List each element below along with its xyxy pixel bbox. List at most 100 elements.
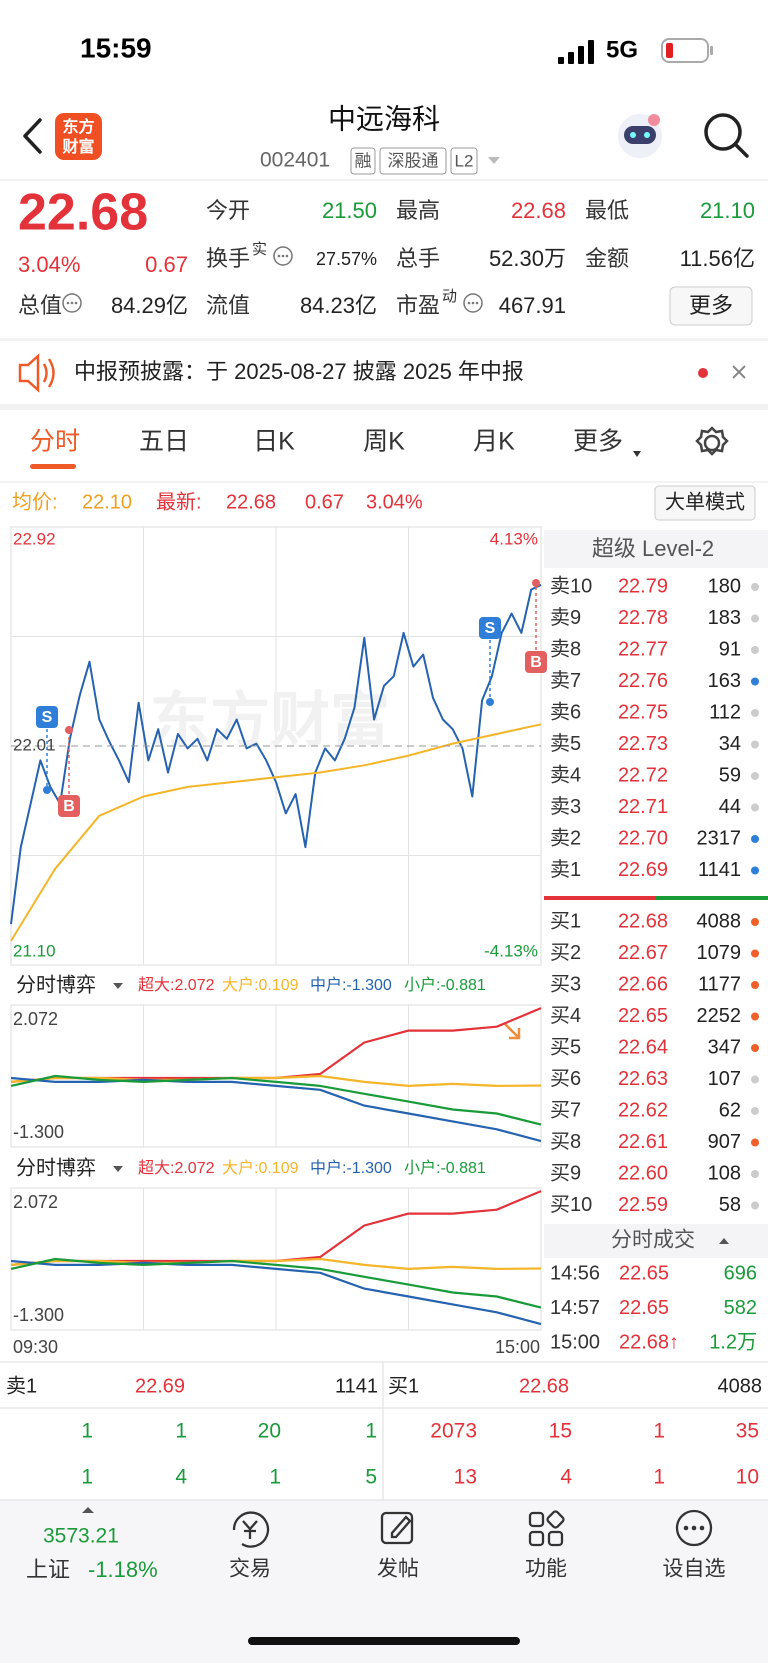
bid-dot — [751, 981, 759, 989]
bid-dot — [751, 1044, 759, 1052]
speaker-icon — [18, 353, 55, 393]
legend-entry: 大户:0.109 — [222, 976, 299, 994]
stat-label: 金额 — [585, 246, 629, 271]
bid-dot — [751, 949, 759, 958]
stat-value: 467.91 — [499, 293, 566, 318]
queue-cell: 1 — [365, 1420, 377, 1443]
tab[interactable]: 分时 — [30, 428, 80, 456]
bid-label: 买9 — [550, 1162, 581, 1184]
queue-cell: 2073 — [430, 1420, 477, 1443]
ask-dot — [751, 614, 759, 623]
tab[interactable]: 周K — [363, 428, 405, 456]
expand-icon[interactable] — [504, 1023, 521, 1040]
trade-volume: 1.2万 — [709, 1331, 757, 1353]
ask-volume: 34 — [719, 733, 741, 755]
index-name[interactable]: 上证 — [26, 1557, 70, 1582]
avg-label: 均价: — [12, 490, 58, 513]
marker-dot — [486, 698, 494, 706]
divider — [0, 404, 768, 410]
tab-bar-item[interactable]: 交易 — [229, 1558, 271, 1581]
tab[interactable]: 更多 — [573, 428, 623, 456]
legend-entry: 小户:-0.881 — [404, 1159, 486, 1177]
dropdown-arrow[interactable] — [113, 1166, 123, 1172]
bid-price: 22.59 — [618, 1194, 668, 1216]
y-tick-label: -1.300 — [13, 1305, 64, 1325]
tab[interactable]: 月K — [473, 428, 515, 456]
divider — [0, 338, 768, 341]
tab-bar-item[interactable]: 发帖 — [377, 1558, 419, 1581]
ask-volume: 59 — [719, 764, 741, 786]
big-order-label[interactable]: 大单模式 — [665, 490, 745, 513]
tab-bar-item[interactable]: 功能 — [525, 1558, 567, 1581]
bid-price: 22.61 — [618, 1131, 668, 1153]
bid-dot — [751, 1201, 759, 1210]
tab[interactable]: 五日 — [139, 428, 189, 456]
ask-volume: 163 — [708, 670, 741, 692]
trade-price: 22.68↑ — [619, 1331, 679, 1353]
trade-volume: 582 — [724, 1297, 757, 1319]
more-button-label[interactable]: 更多 — [689, 293, 733, 318]
bid-price: 22.62 — [618, 1099, 668, 1121]
back-button[interactable] — [23, 118, 42, 154]
queue-cell: 4 — [560, 1466, 572, 1489]
status-icons — [558, 38, 713, 64]
avatar[interactable] — [618, 114, 662, 158]
queue-price: 22.68 — [519, 1375, 569, 1397]
ask-price: 22.70 — [618, 827, 668, 849]
latest-value: 22.68 — [226, 491, 276, 513]
info-icon-dot — [467, 301, 471, 305]
marker-dot — [532, 579, 540, 587]
notice-dot — [698, 368, 708, 378]
bid-label: 买10 — [550, 1194, 592, 1216]
tag: L2 — [455, 151, 474, 170]
more-button[interactable] — [669, 286, 753, 326]
order-book-title: 超级 Level-2 — [592, 536, 714, 561]
series-line — [10, 1257, 542, 1309]
stat-value: 52.30万 — [489, 246, 566, 271]
series-line — [10, 1076, 542, 1143]
tab-bar-item[interactable]: 设自选 — [663, 1558, 726, 1581]
queue-price: 22.69 — [135, 1375, 185, 1397]
trade-time: 14:57 — [550, 1297, 600, 1319]
x-axis-label: 15:00 — [495, 1337, 540, 1357]
ask-label: 卖2 — [550, 826, 581, 849]
ask-price: 22.69 — [618, 859, 668, 881]
search-icon[interactable] — [704, 113, 749, 158]
bid-volume: 347 — [708, 1036, 741, 1058]
stat-value: 21.10 — [700, 198, 755, 223]
ask-price: 22.79 — [618, 575, 668, 597]
ask-price: 22.72 — [618, 764, 668, 786]
change: 0.67 — [145, 252, 188, 277]
logo-text: 财富 — [61, 137, 94, 156]
dropdown-arrow[interactable] — [488, 157, 500, 164]
tab-icons — [232, 1509, 713, 1548]
y-tick-label: 2.072 — [13, 1192, 58, 1212]
index-value[interactable]: 3573.21 — [43, 1525, 119, 1548]
big-order-button[interactable] — [654, 485, 756, 521]
indicator-title[interactable]: 分时博弈 — [16, 1156, 96, 1179]
info-icon-dot — [277, 254, 281, 258]
index-pct[interactable]: -1.18% — [88, 1557, 158, 1582]
stat-value: 22.68 — [511, 198, 566, 223]
trades-header-bg — [544, 1224, 768, 1258]
y-tick-label: 22.01 — [13, 735, 56, 754]
stat-label: 换手 — [206, 246, 250, 271]
trades-title[interactable]: 分时成交 — [611, 1229, 695, 1252]
y2-tick-label: 4.13% — [490, 529, 538, 548]
bid-dot — [751, 918, 759, 926]
queue-cell: 20 — [258, 1420, 281, 1443]
info-icon-dot — [475, 301, 479, 305]
status-time: 15:59 — [80, 32, 152, 63]
indicator-title[interactable]: 分时博弈 — [16, 973, 96, 996]
tab[interactable]: 日K — [253, 428, 295, 456]
ask-label: 卖8 — [550, 637, 581, 660]
avg-value: 22.10 — [82, 491, 132, 513]
trade-time: 14:56 — [550, 1262, 600, 1284]
settings-icon[interactable] — [695, 426, 729, 456]
close-button[interactable] — [732, 365, 746, 379]
ask-dot — [751, 677, 759, 686]
legend-entry: 超大:2.072 — [138, 1159, 215, 1177]
dropdown-arrow[interactable] — [113, 983, 123, 989]
ask-label: 卖1 — [550, 858, 581, 881]
trade-time: 15:00 — [550, 1331, 600, 1353]
